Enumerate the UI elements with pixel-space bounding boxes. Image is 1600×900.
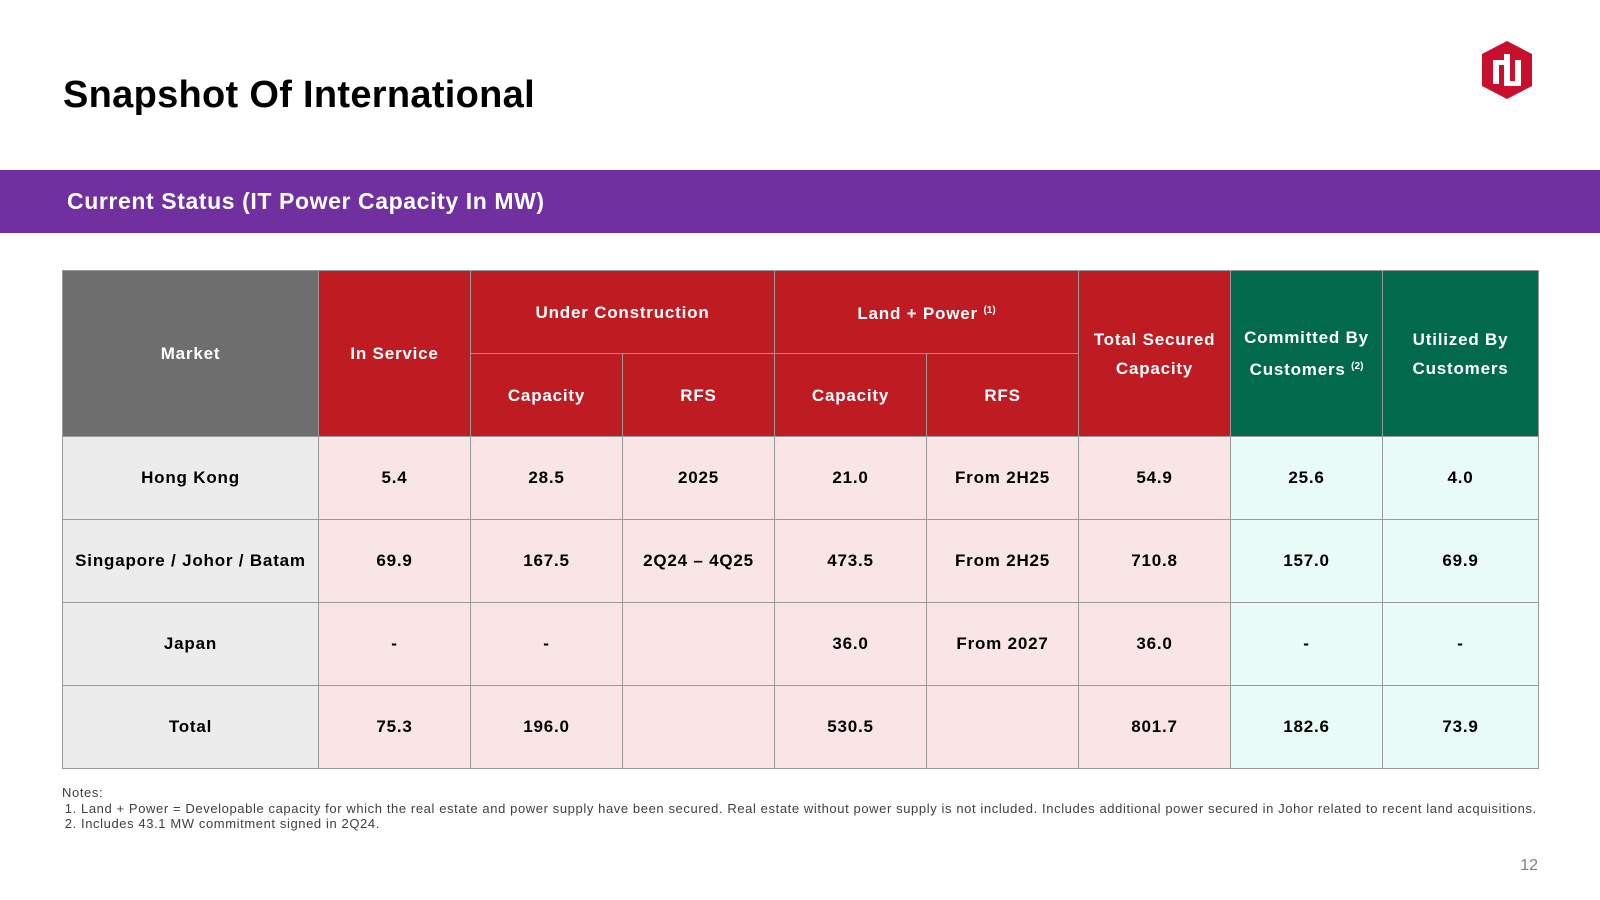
cell-market: Hong Kong xyxy=(62,436,319,520)
cell-total-secured: 801.7 xyxy=(1078,685,1232,769)
footnote-marker-1: (1) xyxy=(983,305,996,316)
cell-uc-rfs xyxy=(621,685,776,769)
cell-in-service: 75.3 xyxy=(318,685,471,769)
table-row: Hong Kong 5.4 28.5 2025 21.0 From 2H25 5… xyxy=(62,436,1540,520)
cell-lp-rfs: From 2H25 xyxy=(926,436,1080,520)
cell-uc-rfs xyxy=(621,602,776,686)
header-uc-rfs: RFS xyxy=(621,353,776,437)
cell-total-secured: 710.8 xyxy=(1078,519,1232,603)
cell-uc-capacity: 196.0 xyxy=(470,685,623,769)
cell-market: Total xyxy=(62,685,319,769)
cell-uc-capacity: - xyxy=(470,602,623,686)
cell-market: Japan xyxy=(62,602,319,686)
cell-lp-capacity: 21.0 xyxy=(774,436,928,520)
cell-market: Singapore / Johor / Batam xyxy=(62,519,319,603)
cell-lp-rfs: From 2H25 xyxy=(926,519,1080,603)
cell-in-service: 5.4 xyxy=(318,436,471,520)
cell-in-service: 69.9 xyxy=(318,519,471,603)
table-row-total: Total 75.3 196.0 530.5 801.7 182.6 73.9 xyxy=(62,685,1540,769)
cell-total-secured: 54.9 xyxy=(1078,436,1232,520)
cell-utilized: - xyxy=(1382,602,1540,686)
cell-utilized: 69.9 xyxy=(1382,519,1540,603)
cell-committed: - xyxy=(1230,602,1384,686)
table-row: Singapore / Johor / Batam 69.9 167.5 2Q2… xyxy=(62,519,1540,603)
note-item: Includes 43.1 MW commitment signed in 2Q… xyxy=(81,816,1542,832)
header-utilized: Utilized By Customers xyxy=(1382,270,1540,437)
cell-uc-rfs: 2025 xyxy=(621,436,776,520)
cell-in-service: - xyxy=(318,602,471,686)
header-committed-label: Committed By Customers xyxy=(1244,328,1369,379)
notes-list: Land + Power = Developable capacity for … xyxy=(62,801,1542,832)
cell-lp-rfs: From 2027 xyxy=(926,602,1080,686)
cell-utilized: 73.9 xyxy=(1382,685,1540,769)
cell-lp-capacity: 530.5 xyxy=(774,685,928,769)
cell-uc-rfs: 2Q24 – 4Q25 xyxy=(621,519,776,603)
cell-committed: 25.6 xyxy=(1230,436,1384,520)
company-logo-icon xyxy=(1482,41,1532,99)
cell-lp-capacity: 36.0 xyxy=(774,602,928,686)
table-row: Japan - - 36.0 From 2027 36.0 - - xyxy=(62,602,1540,686)
header-market: Market xyxy=(62,270,319,437)
cell-uc-capacity: 28.5 xyxy=(470,436,623,520)
note-item: Land + Power = Developable capacity for … xyxy=(81,801,1542,817)
header-uc-capacity: Capacity xyxy=(470,353,623,437)
cell-committed: 157.0 xyxy=(1230,519,1384,603)
capacity-table: Market In Service Under Construction Lan… xyxy=(62,270,1540,769)
header-lp-rfs: RFS xyxy=(926,353,1080,437)
header-under-construction: Under Construction xyxy=(469,270,776,354)
footnotes: Notes: Land + Power = Developable capaci… xyxy=(62,785,1542,832)
notes-label: Notes: xyxy=(62,785,104,800)
banner-title: Current Status (IT Power Capacity In MW) xyxy=(67,188,545,214)
cell-committed: 182.6 xyxy=(1230,685,1384,769)
footnote-marker-2: (2) xyxy=(1351,361,1364,372)
cell-lp-capacity: 473.5 xyxy=(774,519,928,603)
header-land-power: Land + Power (1) xyxy=(774,270,1080,354)
header-lp-capacity: Capacity xyxy=(774,353,928,437)
cell-uc-capacity: 167.5 xyxy=(470,519,623,603)
header-land-power-label: Land + Power xyxy=(857,304,978,323)
cell-utilized: 4.0 xyxy=(1382,436,1540,520)
page-title: Snapshot Of International xyxy=(63,74,535,116)
header-total-secured: Total Secured Capacity xyxy=(1078,270,1232,437)
header-committed: Committed By Customers (2) xyxy=(1230,270,1384,437)
page-number: 12 xyxy=(1520,857,1538,874)
cell-total-secured: 36.0 xyxy=(1078,602,1232,686)
header-in-service: In Service xyxy=(318,270,471,437)
section-banner: Current Status (IT Power Capacity In MW) xyxy=(0,170,1600,233)
cell-lp-rfs xyxy=(926,685,1080,769)
